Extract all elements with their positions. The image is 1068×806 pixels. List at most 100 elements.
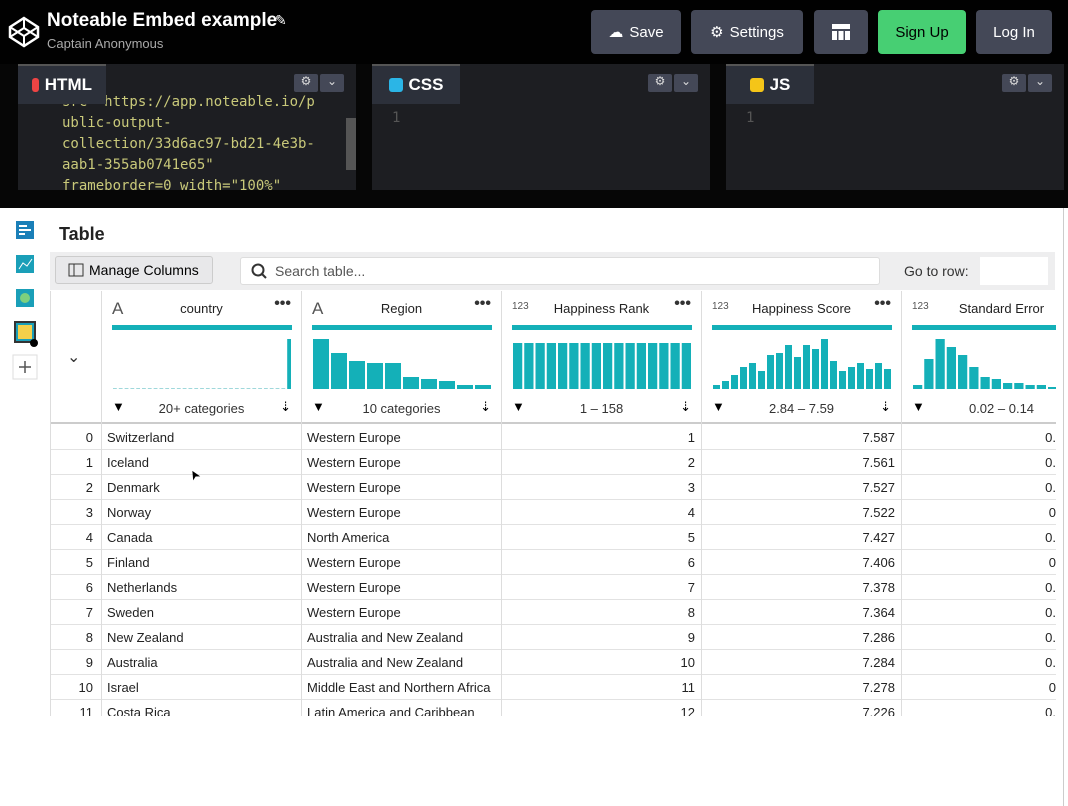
go-to-row-input[interactable] (980, 257, 1048, 285)
column-name: Region (380, 301, 423, 316)
histogram-bar (969, 367, 979, 389)
code-line: frameborder=0 width="100%" (62, 178, 282, 190)
gear: ⚙ (294, 74, 318, 92)
histogram-bar (580, 343, 590, 389)
histogram (112, 325, 292, 389)
column-menu[interactable]: ••• (474, 295, 491, 312)
histogram-bar (767, 355, 774, 389)
collapse-icon[interactable]: ⌄ (67, 349, 81, 366)
histogram-bar (240, 388, 245, 389)
row-index: 11 (79, 705, 94, 716)
search-input[interactable]: Search table... (240, 257, 880, 285)
editor-tab: HTML (18, 64, 106, 104)
histogram-bar (281, 388, 286, 389)
histogram-bar (171, 388, 175, 389)
chevron: ⌄ (320, 74, 344, 92)
editor-panel: 1 CSS ⚙ ⌄ (372, 64, 710, 190)
histogram-bar (349, 361, 365, 389)
editor-name: CSS (408, 75, 444, 94)
column-name: country (180, 301, 223, 316)
column-type: A (312, 299, 324, 318)
filter-icon[interactable]: ▼ (912, 399, 925, 414)
histogram-bar (205, 388, 210, 389)
histogram-bar (776, 353, 783, 389)
histogram (712, 325, 892, 389)
row-line (51, 449, 1056, 450)
histogram-bar (269, 388, 274, 389)
histogram-bar (188, 388, 193, 389)
filter-icon[interactable]: ▼ (312, 399, 325, 414)
sort-icon[interactable]: ⇣ (480, 399, 491, 414)
user-name[interactable]: Captain Anonymous (47, 36, 164, 51)
cell: 7.286 (862, 630, 895, 645)
histogram-bar (731, 375, 738, 389)
login-button[interactable]: Log In (976, 10, 1052, 54)
edit-icon[interactable]: ✎ (275, 12, 287, 28)
row-index: 7 (85, 605, 93, 620)
editor-settings[interactable]: ⚙ ⌄ (1002, 74, 1052, 92)
sort-icon[interactable]: ⇣ (280, 399, 291, 414)
histogram-bar (457, 385, 473, 389)
histogram-bar (439, 381, 455, 389)
save-button[interactable]: ☁ Save (591, 10, 681, 54)
sidebar-icons[interactable] (10, 218, 40, 388)
histogram-bar (794, 357, 801, 389)
row-line (51, 549, 1056, 550)
histogram-bar (648, 343, 658, 389)
layout-button[interactable] (814, 10, 868, 54)
sort-icon[interactable]: ⇣ (880, 399, 891, 414)
cell: 7.561 (862, 455, 895, 470)
histogram (312, 325, 492, 389)
histogram-bar (275, 388, 280, 389)
row-line (51, 649, 1056, 650)
editor-name: HTML (44, 75, 92, 94)
editors: src="https://app.noteable.io/p ublic-outp… (0, 64, 1068, 208)
column-menu[interactable]: ••• (274, 295, 291, 312)
cell: 9 (687, 630, 695, 645)
cell: 5 (687, 530, 695, 545)
cell: Switzerland (107, 430, 175, 445)
filter-icon[interactable]: ▼ (112, 399, 125, 414)
histogram-bar (659, 343, 669, 389)
line-number: 1 (746, 110, 755, 126)
cell: New Zealand (107, 630, 184, 645)
column-menu[interactable]: ••• (674, 295, 691, 312)
filter-icon[interactable]: ▼ (512, 399, 525, 414)
histogram-bar (558, 343, 568, 389)
row-index: 4 (85, 530, 93, 545)
cell: Western Europe (307, 555, 401, 570)
cell: 0 (1048, 680, 1056, 695)
histogram-bar (331, 353, 347, 389)
filter-icon[interactable]: ▼ (712, 399, 725, 414)
cell: Iceland (107, 455, 149, 470)
cell: 10 (680, 655, 695, 670)
cell: North America (307, 530, 390, 545)
manage-columns-button[interactable]: Manage Columns (55, 256, 213, 284)
editor-settings[interactable]: ⚙ ⌄ (294, 74, 344, 92)
histogram-bar (670, 343, 680, 389)
column-summary: 10 categories (362, 401, 441, 416)
histogram-bar (1003, 383, 1013, 389)
histogram-bar (113, 388, 117, 389)
histogram-bar (875, 363, 882, 389)
histogram-bar (812, 349, 819, 389)
histogram-bar (924, 359, 934, 389)
sort-icon[interactable]: ⇣ (680, 399, 691, 414)
settings-button[interactable]: ⚙ Settings (691, 10, 803, 54)
toolbar: Manage Columns Search table... Go to row… (50, 252, 1055, 290)
cell: 3 (687, 480, 695, 495)
histogram-bar (182, 388, 187, 389)
pen-title: Noteable Embed example (47, 10, 278, 31)
editor-settings[interactable]: ⚙ ⌄ (648, 74, 698, 92)
signup-button[interactable]: Sign Up (878, 10, 966, 54)
row-index: 3 (85, 505, 93, 520)
histogram-bar (263, 388, 268, 389)
histogram-bar (803, 345, 810, 389)
histogram-bar (287, 339, 291, 389)
cell: Western Europe (307, 505, 401, 520)
histogram-bar (513, 343, 523, 389)
settings-label: Settings (729, 23, 784, 41)
row-line (51, 699, 1056, 700)
column-menu[interactable]: ••• (874, 295, 891, 312)
